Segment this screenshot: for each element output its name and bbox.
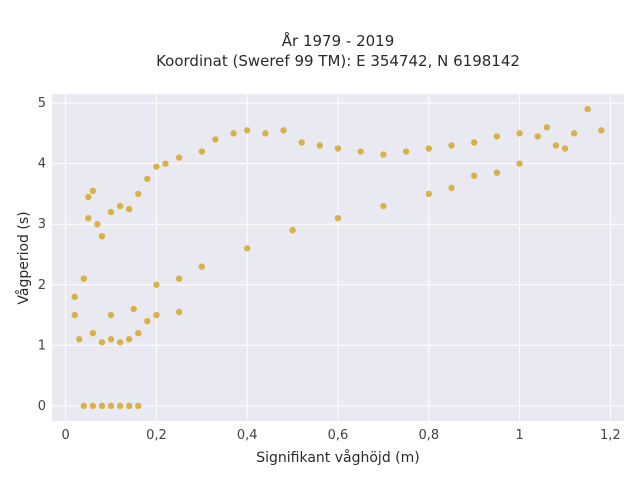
data-point [470, 139, 478, 146]
data-point [76, 336, 83, 343]
data-point [316, 142, 324, 149]
x-axis-ticks: 0 0,2 0,4 0,6 0,8 1 1,2 [61, 428, 620, 443]
y-tick-label: 4 [38, 157, 46, 172]
data-point [448, 142, 455, 149]
data-point [561, 145, 569, 152]
y-tick-label: 3 [38, 217, 46, 232]
data-point [598, 127, 605, 134]
data-point [85, 214, 92, 222]
y-tick-label: 2 [38, 278, 46, 293]
data-point [552, 142, 560, 149]
data-point [448, 184, 455, 192]
data-point [584, 105, 591, 113]
data-point [153, 163, 160, 170]
data-point [175, 275, 183, 282]
data-point [85, 193, 92, 201]
data-point [493, 169, 501, 176]
data-point [153, 311, 160, 319]
data-point [162, 160, 169, 167]
data-point [116, 402, 124, 410]
data-point [334, 214, 342, 222]
data-point [107, 311, 115, 319]
y-tick-label: 0 [38, 399, 46, 414]
data-point [425, 145, 432, 152]
data-point [198, 263, 206, 270]
data-point [98, 233, 106, 240]
data-point [107, 402, 115, 410]
data-point [130, 305, 137, 313]
y-axis-label: Vågperiod (s) [15, 211, 32, 304]
y-tick-label: 5 [38, 96, 46, 111]
x-tick-label: 0,8 [418, 428, 439, 443]
grid-lines [52, 94, 624, 421]
data-point [80, 402, 87, 410]
data-point [198, 148, 206, 155]
data-point [107, 208, 115, 216]
x-axis-label: Signifikant våghöjd (m) [256, 449, 419, 466]
data-point [175, 308, 183, 316]
data-point [402, 148, 410, 155]
data-point [125, 205, 133, 213]
data-point [89, 187, 97, 195]
data-point [380, 202, 387, 210]
data-point [380, 151, 387, 158]
x-tick-label: 0 [61, 428, 69, 443]
data-point [516, 160, 523, 167]
x-tick-label: 0,2 [146, 428, 167, 443]
x-tick-label: 0,4 [237, 428, 258, 443]
data-point [98, 339, 106, 346]
data-point [357, 148, 364, 155]
data-point [289, 227, 296, 234]
data-point [570, 130, 578, 137]
chart-title-line-1: År 1979 - 2019 [282, 31, 395, 50]
data-point [144, 317, 151, 325]
data-point [244, 127, 251, 134]
data-point [116, 339, 124, 346]
x-tick-label: 0,6 [328, 428, 349, 443]
data-point [153, 281, 160, 288]
data-point [516, 130, 523, 137]
chart-title-line-2: Koordinat (Sweref 99 TM): E 354742, N 61… [156, 52, 520, 70]
data-point [135, 329, 142, 337]
data-point [534, 133, 541, 140]
data-point [89, 329, 97, 337]
data-point [144, 175, 151, 182]
data-point [94, 220, 101, 228]
data-point [493, 133, 501, 140]
data-point [135, 190, 142, 198]
data-point [262, 130, 269, 137]
data-point [135, 402, 142, 410]
data-point [80, 275, 87, 282]
data-point [280, 127, 287, 134]
data-point [175, 154, 183, 161]
data-point [425, 190, 432, 198]
data-point [107, 336, 115, 343]
data-point [334, 145, 342, 152]
data-point [212, 136, 219, 143]
y-axis-ticks: 0 1 2 3 4 5 [38, 96, 46, 414]
x-tick-label: 1 [515, 428, 523, 443]
data-point [543, 124, 551, 131]
y-tick-label: 1 [38, 338, 46, 353]
data-point [244, 245, 251, 252]
data-point [470, 172, 478, 179]
data-points [71, 105, 605, 410]
x-tick-label: 1,2 [600, 428, 621, 443]
data-point [125, 402, 133, 410]
data-point [71, 293, 78, 301]
data-point [125, 336, 133, 343]
data-point [298, 139, 305, 146]
data-point [230, 130, 237, 137]
data-point [98, 402, 106, 410]
data-point [116, 202, 124, 210]
data-point [89, 402, 97, 410]
data-point [71, 311, 78, 319]
